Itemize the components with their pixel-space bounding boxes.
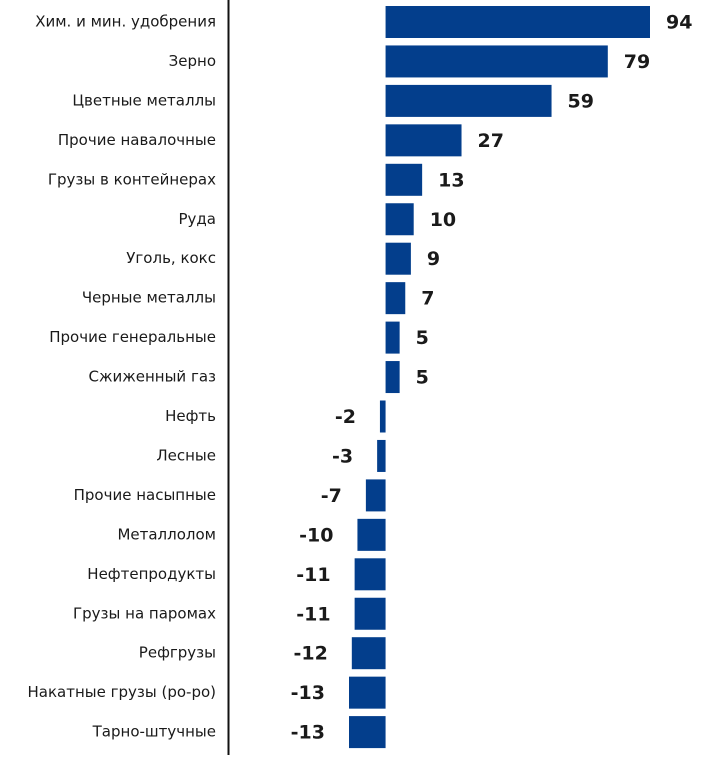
bar [351, 637, 386, 670]
category-label: Нефть [165, 407, 216, 425]
category-label: Хим. и мин. удобрения [35, 13, 216, 31]
value-label: -12 [293, 643, 327, 665]
category-label: Руда [179, 210, 217, 228]
value-label: -11 [296, 603, 330, 625]
value-label: 5 [416, 327, 429, 349]
bar [354, 597, 386, 630]
category-label: Грузы в контейнерах [48, 170, 216, 188]
value-label: 59 [568, 90, 594, 112]
category-label: Лесные [156, 446, 216, 464]
value-label: -3 [332, 445, 353, 467]
bar [385, 163, 423, 196]
category-label: Уголь, кокс [126, 249, 216, 267]
bar [377, 439, 386, 472]
value-label: -10 [299, 524, 333, 546]
category-label: Прочие навалочные [58, 131, 216, 149]
bar [385, 321, 400, 354]
bar [385, 203, 414, 236]
bar [385, 6, 650, 38]
value-label: -7 [321, 485, 342, 507]
category-label: Прочие генеральные [49, 328, 216, 346]
value-label: 13 [438, 169, 464, 191]
bar [385, 45, 608, 78]
bar [365, 479, 386, 512]
value-label: 27 [478, 130, 504, 152]
category-label: Металлолом [117, 525, 216, 543]
bar [385, 84, 552, 117]
category-label: Сжиженный газ [89, 368, 217, 386]
category-label: Цветные металлы [72, 91, 216, 109]
bar [385, 124, 462, 157]
bar [357, 518, 386, 551]
value-label: 10 [430, 209, 456, 231]
category-label: Рефгрузы [139, 644, 216, 662]
value-label: 5 [416, 367, 429, 389]
value-label: 7 [421, 288, 434, 310]
value-label: -2 [335, 406, 356, 428]
value-label: 94 [666, 12, 692, 34]
bar [354, 558, 386, 591]
category-label: Накатные грузы (ро-ро) [28, 683, 217, 701]
category-label: Черные металлы [82, 289, 216, 307]
value-label: -11 [296, 564, 330, 586]
category-label: Тарно-штучные [92, 723, 216, 741]
category-label: Прочие насыпные [74, 486, 216, 504]
bar [385, 361, 400, 394]
bar [379, 400, 386, 433]
value-label: 9 [427, 248, 440, 270]
value-label: -13 [291, 682, 325, 704]
bar [385, 282, 406, 315]
category-label: Нефтепродукты [87, 565, 216, 583]
value-label: 79 [624, 51, 650, 73]
category-label: Грузы на паромах [73, 604, 216, 622]
bar [349, 676, 386, 709]
bar [349, 716, 386, 749]
bar [385, 242, 411, 275]
category-label: Зерно [169, 52, 216, 70]
value-label: -13 [291, 722, 325, 744]
